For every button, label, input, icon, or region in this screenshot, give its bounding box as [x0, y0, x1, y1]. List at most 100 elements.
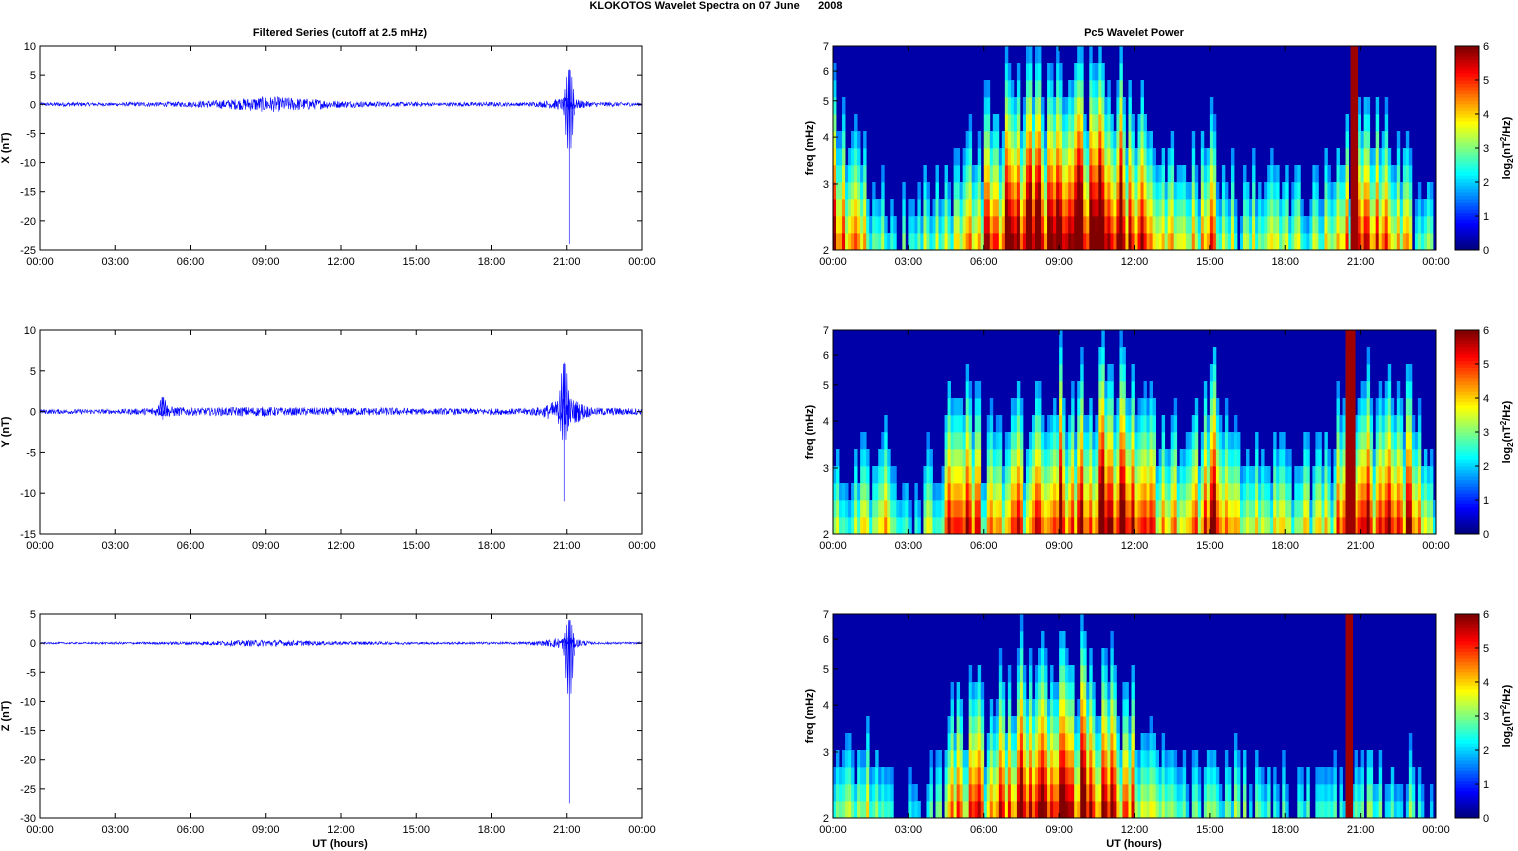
- heatmap-cell: [959, 716, 964, 734]
- heatmap-cell: [1315, 500, 1319, 518]
- heatmap-cell: [1113, 733, 1117, 751]
- heatmap-cell: [1408, 500, 1413, 518]
- heatmap-cell: [1312, 233, 1316, 251]
- heatmap-cell: [1429, 784, 1434, 802]
- colorbar-swatch: [1455, 171, 1479, 176]
- heatmap-cell: [1128, 199, 1132, 217]
- heatmap-cell: [1022, 682, 1027, 700]
- heatmap-cell: [1164, 750, 1169, 768]
- heatmap-cell: [866, 733, 870, 751]
- heatmap-cell: [980, 733, 985, 751]
- y-tick-label: -25: [20, 245, 36, 257]
- heatmap-cell: [986, 148, 991, 166]
- heatmap-cell: [1161, 216, 1166, 234]
- heatmap-cell: [1122, 415, 1126, 433]
- heatmap-cell: [1050, 767, 1054, 785]
- heatmap-cell: [1125, 716, 1129, 734]
- heatmap-cell: [1149, 415, 1153, 433]
- heatmap-cell: [1050, 449, 1054, 467]
- heatmap-cell: [1101, 199, 1105, 217]
- heatmap-cell: [968, 432, 973, 450]
- x-tick-label: 09:00: [1045, 824, 1073, 836]
- heatmap-cell: [998, 466, 1003, 484]
- heatmap-cell: [986, 415, 991, 433]
- heatmap-cell: [1041, 716, 1045, 734]
- heatmap-cell: [1022, 801, 1027, 819]
- heatmap-cell: [1095, 767, 1099, 785]
- heatmap-cell: [1047, 97, 1051, 115]
- heatmap-cell: [1384, 182, 1389, 200]
- heatmap-cell: [1212, 381, 1217, 399]
- heatmap-cell: [845, 216, 849, 234]
- heatmap-cell: [1426, 517, 1431, 535]
- heatmap-cell: [1074, 182, 1078, 200]
- heatmap-cell: [1224, 199, 1229, 217]
- heatmap-cell: [917, 199, 921, 217]
- heatmap-cell: [1282, 233, 1286, 251]
- heatmap-cell: [1188, 517, 1193, 535]
- heatmap-cell: [962, 182, 967, 200]
- heatmap-cell: [1004, 767, 1009, 785]
- heatmap-cell: [944, 750, 948, 768]
- heatmap-cell: [1405, 500, 1410, 518]
- heatmap-cell: [1212, 432, 1217, 450]
- heatmap-cell: [1050, 483, 1054, 501]
- heatmap-cell: [1077, 716, 1081, 734]
- colorbar-swatch: [1455, 719, 1479, 724]
- heatmap-cell: [956, 449, 961, 467]
- heatmap-cell: [1294, 199, 1298, 217]
- heatmap-cell: [1016, 131, 1021, 149]
- heatmap-cell: [1143, 131, 1147, 149]
- heatmap-cell: [950, 449, 955, 467]
- heatmap-cell: [953, 449, 958, 467]
- heatmap-cell: [1086, 716, 1090, 734]
- heatmap-cell: [1333, 449, 1337, 467]
- heatmap-cell: [1227, 432, 1232, 450]
- heatmap-cell: [1038, 46, 1042, 64]
- y-tick-label: 5: [823, 96, 829, 108]
- series-spike: [156, 396, 169, 420]
- heatmap-cell: [1399, 784, 1404, 802]
- heatmap-cell: [1384, 165, 1389, 183]
- colorbar-swatch: [1455, 617, 1479, 622]
- heatmap-cell: [926, 517, 930, 535]
- heatmap-cell: [1324, 216, 1328, 234]
- heatmap-cell: [1387, 381, 1392, 399]
- heatmap-cell: [884, 432, 888, 450]
- heatmap-cell: [935, 165, 939, 183]
- heatmap-cell: [1318, 199, 1322, 217]
- heatmap-cell: [1215, 415, 1220, 433]
- heatmap-cell: [1203, 381, 1208, 399]
- heatmap-cell: [1110, 699, 1114, 717]
- heatmap-cell: [872, 233, 876, 251]
- heatmap-cell: [1116, 148, 1120, 166]
- heatmap-cell: [1095, 716, 1099, 734]
- heatmap-cell: [1101, 114, 1105, 132]
- heatmap-cell: [1363, 517, 1368, 535]
- heatmap-cell: [986, 97, 991, 115]
- heatmap-cell: [1252, 517, 1256, 535]
- heatmap-cell: [1010, 182, 1015, 200]
- heatmap-cell: [1363, 114, 1368, 132]
- heatmap-cell: [965, 148, 970, 166]
- heatmap-cell: [1164, 517, 1169, 535]
- heatmap-cell: [1405, 364, 1410, 382]
- heatmap-cell: [1303, 500, 1307, 518]
- x-tick-label: 15:00: [1196, 540, 1224, 552]
- heatmap-cell: [1315, 233, 1319, 251]
- heatmap-cell: [1203, 517, 1208, 535]
- heatmap-cell: [920, 233, 924, 251]
- colorbar-swatch: [1455, 333, 1479, 338]
- heatmap-cell: [995, 199, 1000, 217]
- x-tick-label: 00:00: [1422, 256, 1450, 268]
- heatmap-cell: [899, 500, 903, 518]
- colorbar-swatch: [1455, 695, 1479, 700]
- heatmap-cell: [1342, 449, 1346, 467]
- heatmap-cell: [956, 182, 961, 200]
- heatmap-cell: [1062, 148, 1066, 166]
- heatmap-cell: [839, 199, 843, 217]
- heatmap-cell: [1019, 449, 1024, 467]
- heatmap-cell: [1050, 216, 1054, 234]
- heatmap-cell: [1089, 767, 1093, 785]
- heatmap-cell: [989, 699, 994, 717]
